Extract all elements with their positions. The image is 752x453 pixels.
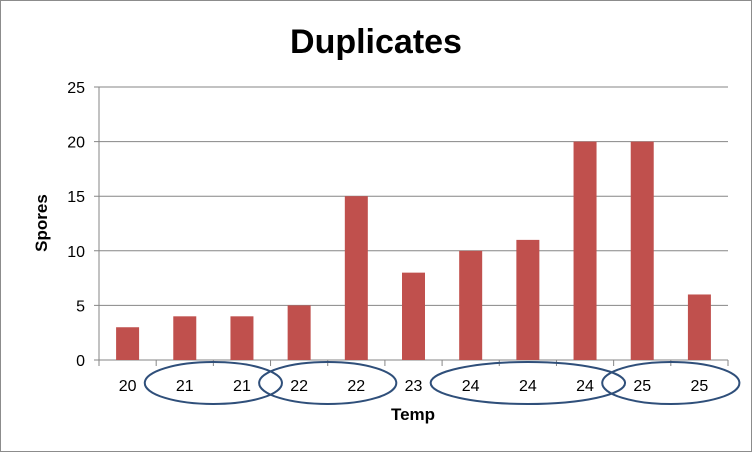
- x-tick-label: 24: [519, 378, 537, 395]
- bar: [230, 316, 254, 360]
- chart-title: Duplicates: [290, 23, 462, 61]
- highlight-ellipses: [143, 361, 741, 405]
- x-tick-label: 25: [691, 378, 709, 395]
- y-axis-label: Spores: [32, 194, 51, 252]
- bar: [516, 239, 540, 360]
- bar: [402, 272, 425, 360]
- bar: [173, 316, 197, 360]
- highlight-ellipse: [601, 361, 741, 405]
- x-tick-label: 21: [233, 378, 251, 395]
- x-tick-label: 22: [290, 378, 308, 395]
- bar: [116, 327, 140, 360]
- bars: [116, 141, 711, 360]
- highlight-ellipse: [258, 361, 398, 405]
- highlight-ellipse: [429, 361, 627, 405]
- x-tick-label: 25: [633, 378, 651, 395]
- y-tick-labels: 0 5 10 15 20 25: [67, 80, 85, 370]
- x-tick-labels: 20 21 21 22 22 23 24 24 24 25 25: [119, 378, 709, 395]
- bar: [687, 294, 711, 360]
- x-tick-label: 24: [462, 378, 480, 395]
- y-tick-label: 10: [67, 244, 85, 261]
- x-tick-label: 21: [176, 378, 194, 395]
- x-axis-label: Temp: [391, 405, 435, 424]
- gridlines: [94, 86, 729, 366]
- x-tick-label: 20: [119, 378, 137, 395]
- bar: [573, 141, 597, 360]
- y-tick-label: 15: [67, 189, 85, 206]
- x-tick-label: 24: [576, 378, 594, 395]
- x-tick-label: 22: [347, 378, 365, 395]
- bar: [287, 305, 311, 360]
- y-tick-label: 25: [67, 80, 85, 97]
- bar: [630, 141, 654, 360]
- x-tick-label: 23: [405, 378, 423, 395]
- bar: [459, 250, 483, 360]
- highlight-ellipse: [143, 361, 283, 405]
- bar: [344, 196, 368, 360]
- y-tick-label: 5: [76, 298, 85, 315]
- y-tick-label: 0: [76, 353, 85, 370]
- y-tick-label: 20: [67, 135, 85, 152]
